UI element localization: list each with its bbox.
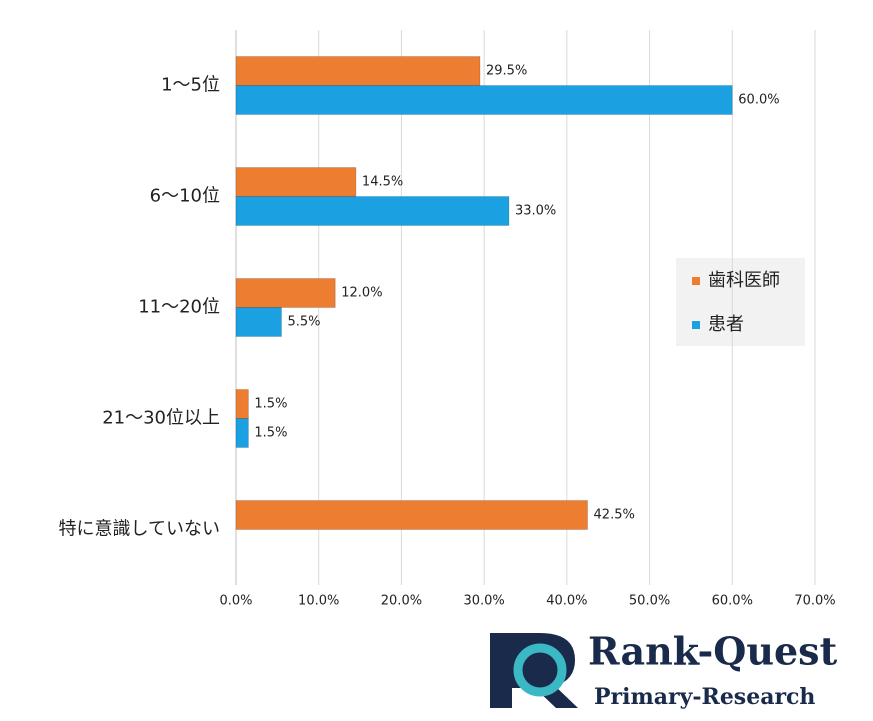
x-tick-label: 70.0%	[794, 594, 835, 609]
bar	[235, 500, 589, 530]
y-tick-label: 6～10位	[150, 186, 220, 207]
bar	[235, 56, 481, 86]
value-label: 60.0%	[738, 93, 779, 108]
legend-label: 患者	[708, 314, 744, 335]
value-label: 1.5%	[254, 426, 287, 441]
bar	[235, 167, 357, 197]
value-label: 1.5%	[254, 397, 287, 412]
y-tick-label: 21～30位以上	[102, 408, 220, 429]
bar	[235, 418, 249, 448]
bar	[235, 196, 510, 226]
bar	[235, 278, 336, 308]
bar	[235, 307, 282, 337]
value-label: 29.5%	[486, 64, 527, 79]
bar	[235, 389, 249, 419]
value-label: 42.5%	[594, 508, 635, 523]
x-tick-label: 40.0%	[546, 594, 587, 609]
bar	[235, 85, 733, 115]
x-tick-label: 10.0%	[298, 594, 339, 609]
legend-swatch	[692, 321, 700, 329]
x-tick-label: 20.0%	[381, 594, 422, 609]
value-label: 14.5%	[362, 175, 403, 190]
x-tick-label: 50.0%	[629, 594, 670, 609]
value-label: 33.0%	[515, 204, 556, 219]
x-tick-label: 30.0%	[463, 594, 504, 609]
logo-subtitle: Primary-Research	[594, 684, 815, 710]
y-tick-label: 特に意識していない	[59, 519, 220, 540]
value-label: 12.0%	[341, 286, 382, 301]
legend-label: 歯科医師	[708, 270, 780, 291]
legend-box	[676, 258, 805, 346]
logo-ring	[513, 643, 567, 697]
y-tick-label: 1～5位	[161, 75, 220, 96]
legend-swatch	[692, 277, 700, 285]
logo: Rank-Quest Primary-Research	[490, 629, 838, 710]
x-tick-label: 0.0%	[219, 594, 252, 609]
value-label: 5.5%	[287, 315, 320, 330]
logo-title: Rank-Quest	[588, 629, 838, 674]
x-tick-label: 60.0%	[712, 594, 753, 609]
y-tick-label: 11～20位	[138, 297, 220, 318]
